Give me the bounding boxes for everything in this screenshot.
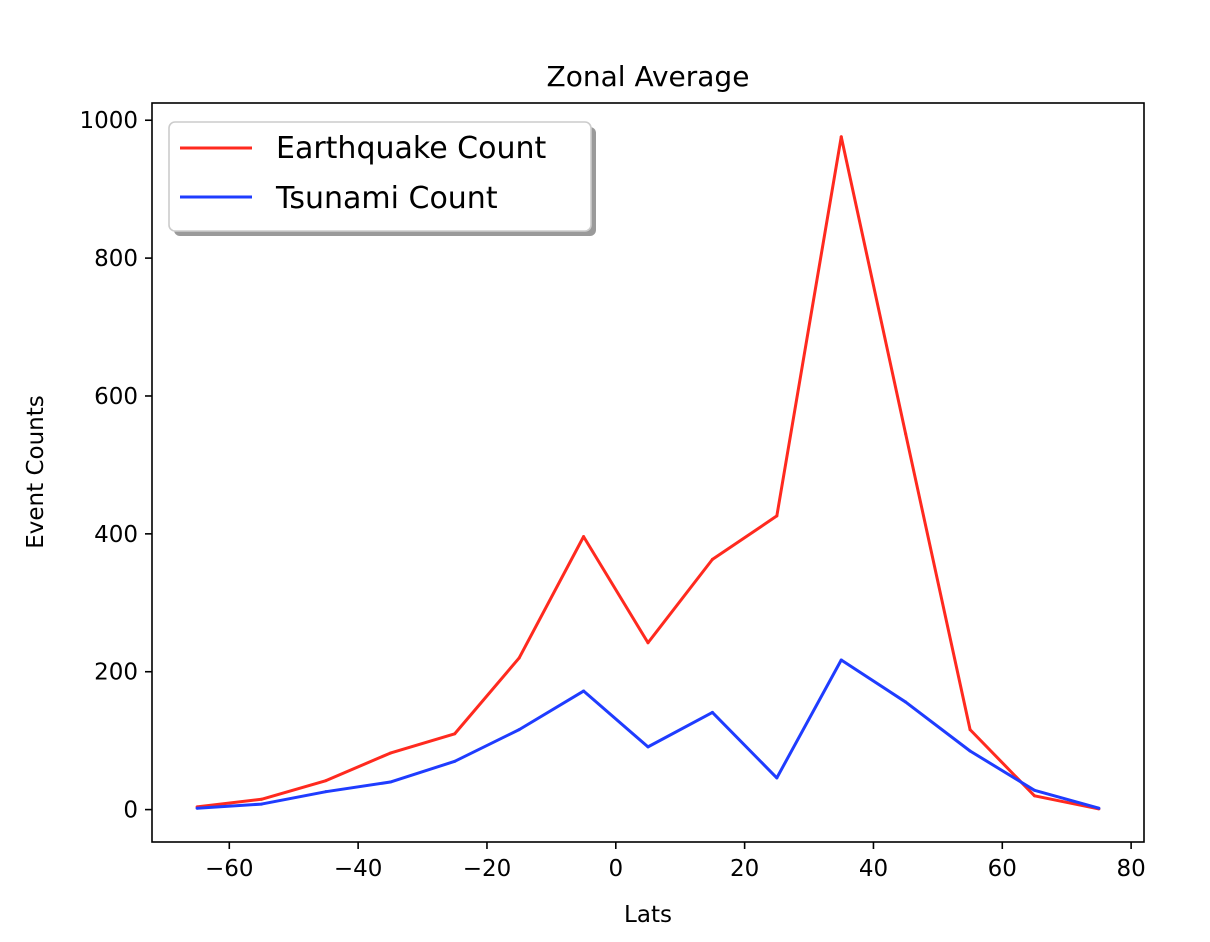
x-tick-label: −40 [334, 856, 383, 882]
data-point-earthquake-count [453, 732, 457, 736]
data-point-tsunami-count [839, 658, 843, 662]
x-tick-label: 60 [988, 856, 1017, 882]
x-tick-label: 0 [608, 856, 623, 882]
data-point-tsunami-count [1032, 788, 1036, 792]
x-tick-label: 40 [859, 856, 888, 882]
data-point-tsunami-count [517, 728, 521, 732]
y-tick-label: 800 [94, 246, 138, 272]
data-point-earthquake-count [839, 135, 843, 139]
data-point-earthquake-count [710, 557, 714, 561]
x-tick-label: −20 [463, 856, 512, 882]
data-point-earthquake-count [775, 514, 779, 518]
x-axis-label: Lats [624, 902, 672, 928]
y-axis-ticks: 0 200 400 600 800 1000 [79, 108, 152, 824]
x-axis-ticks: −60 −40 −20 0 20 40 60 80 [205, 842, 1146, 882]
data-point-earthquake-count [904, 432, 908, 436]
data-point-tsunami-count [324, 790, 328, 794]
data-point-tsunami-count [582, 689, 586, 693]
data-point-earthquake-count [260, 797, 264, 801]
x-tick-label: 80 [1116, 856, 1145, 882]
series-line-tsunami-count [196, 658, 1100, 810]
x-tick-label: 20 [730, 856, 759, 882]
y-tick-label: 1000 [79, 108, 138, 134]
data-point-tsunami-count [195, 806, 199, 810]
data-point-earthquake-count [582, 535, 586, 539]
data-point-tsunami-count [388, 780, 392, 784]
data-point-earthquake-count [517, 656, 521, 660]
data-point-tsunami-count [775, 776, 779, 780]
y-tick-label: 0 [123, 798, 138, 824]
data-point-tsunami-count [904, 700, 908, 704]
legend-box [168, 121, 592, 232]
data-point-tsunami-count [710, 710, 714, 714]
plot-frame [151, 102, 1145, 843]
data-point-earthquake-count [1032, 794, 1036, 798]
data-point-earthquake-count [324, 779, 328, 783]
data-point-earthquake-count [388, 751, 392, 755]
series-line-earthquake-count [196, 135, 1100, 811]
y-tick-label: 400 [94, 522, 138, 548]
series-layer [195, 135, 1101, 811]
data-point-earthquake-count [646, 641, 650, 645]
chart-title: Zonal Average [547, 60, 750, 93]
x-tick-label: −60 [205, 856, 254, 882]
legend-label-earthquake: Earthquake Count [276, 131, 547, 166]
data-point-earthquake-count [968, 728, 972, 732]
data-point-tsunami-count [1097, 806, 1101, 810]
y-tick-label: 600 [94, 384, 138, 410]
data-point-tsunami-count [453, 759, 457, 763]
data-point-tsunami-count [260, 802, 264, 806]
data-point-tsunami-count [646, 745, 650, 749]
y-tick-label: 200 [94, 660, 138, 686]
legend: Earthquake Count Tsunami Count [168, 121, 596, 236]
data-point-tsunami-count [968, 749, 972, 753]
y-axis-label: Event Counts [23, 395, 49, 549]
legend-label-tsunami: Tsunami Count [275, 181, 498, 216]
